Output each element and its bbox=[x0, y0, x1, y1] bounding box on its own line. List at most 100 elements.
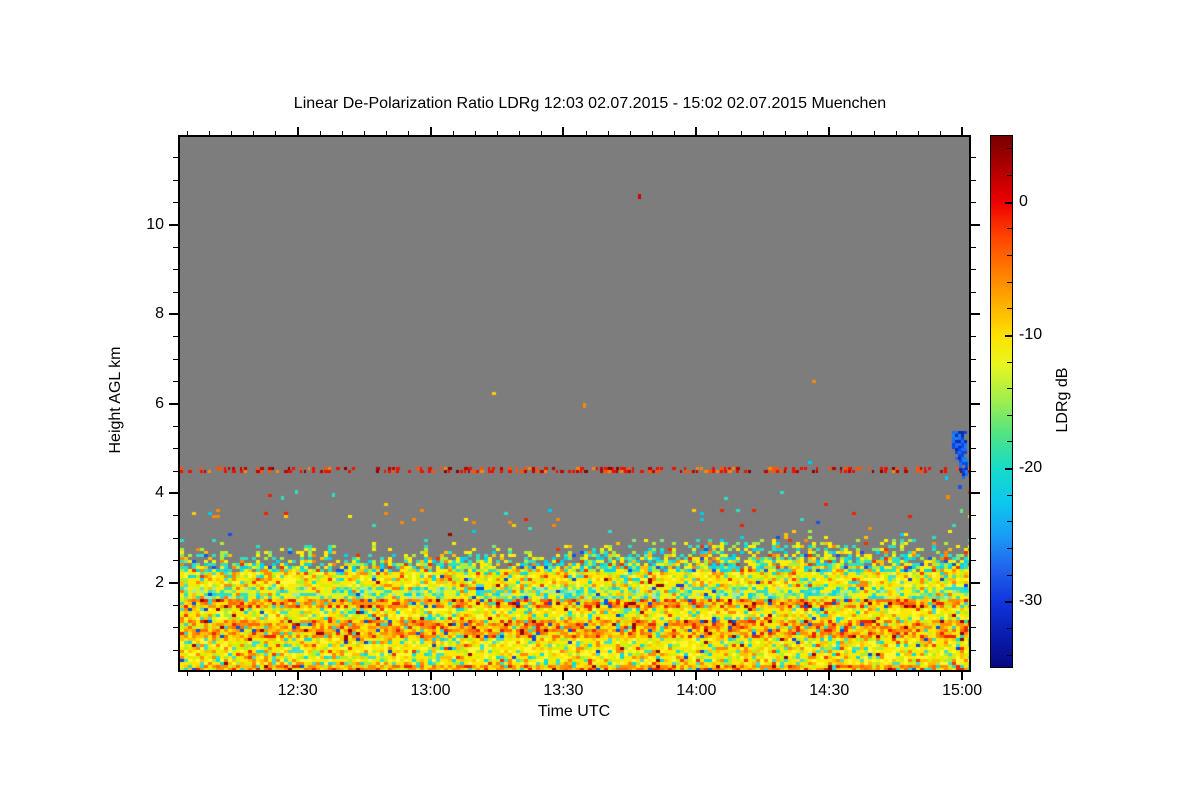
tick-mark bbox=[961, 672, 963, 680]
tick-mark bbox=[173, 336, 178, 337]
colorbar-tick-mark bbox=[1005, 202, 1012, 204]
tick-mark bbox=[187, 131, 188, 135]
tick-mark bbox=[430, 127, 432, 135]
tick-mark bbox=[785, 131, 786, 135]
heatmap-plot-area bbox=[178, 135, 971, 672]
colorbar-tick-mark bbox=[1007, 148, 1012, 149]
colorbar-title: LDRg dB bbox=[1054, 367, 1071, 433]
tick-mark bbox=[453, 672, 454, 676]
colorbar-tick-mark bbox=[1007, 362, 1012, 363]
tick-mark bbox=[342, 672, 343, 676]
colorbar-tick-label: -30 bbox=[1019, 592, 1043, 610]
tick-mark bbox=[173, 180, 178, 181]
tick-mark bbox=[173, 202, 178, 203]
tick-mark bbox=[971, 157, 976, 158]
tick-mark bbox=[874, 672, 875, 676]
tick-mark bbox=[971, 292, 976, 293]
tick-mark bbox=[971, 247, 976, 248]
tick-mark bbox=[519, 672, 520, 676]
x-tick-label: 13:30 bbox=[543, 682, 584, 699]
tick-mark bbox=[674, 131, 675, 135]
tick-mark bbox=[971, 403, 980, 405]
tick-mark bbox=[173, 359, 178, 360]
colorbar-tick-mark bbox=[1005, 335, 1012, 337]
tick-mark bbox=[173, 247, 178, 248]
colorbar-tick-mark bbox=[1007, 441, 1012, 442]
colorbar-tick-mark bbox=[1007, 575, 1012, 576]
tick-mark bbox=[475, 672, 476, 676]
tick-mark bbox=[253, 131, 254, 135]
tick-mark bbox=[741, 672, 742, 676]
tick-mark bbox=[828, 672, 830, 680]
tick-mark bbox=[971, 224, 980, 226]
colorbar-tick-mark bbox=[1007, 548, 1012, 549]
tick-mark bbox=[695, 672, 697, 680]
tick-mark bbox=[475, 131, 476, 135]
x-tick-label: 12:30 bbox=[277, 682, 318, 699]
tick-mark bbox=[275, 672, 276, 676]
tick-mark bbox=[169, 224, 178, 226]
colorbar-tick-mark bbox=[1007, 628, 1012, 629]
tick-mark bbox=[807, 672, 808, 676]
tick-mark bbox=[169, 582, 178, 584]
tick-mark bbox=[519, 131, 520, 135]
y-tick-label: 2 bbox=[155, 573, 164, 591]
tick-mark bbox=[386, 672, 387, 676]
tick-mark bbox=[674, 672, 675, 676]
tick-mark bbox=[971, 359, 976, 360]
tick-mark bbox=[169, 313, 178, 315]
tick-mark bbox=[275, 131, 276, 135]
colorbar-tick-mark bbox=[1007, 415, 1012, 416]
tick-mark bbox=[851, 131, 852, 135]
tick-mark bbox=[253, 672, 254, 676]
colorbar-tick-mark bbox=[1007, 255, 1012, 256]
tick-mark bbox=[971, 627, 976, 628]
tick-mark bbox=[630, 672, 631, 676]
tick-mark bbox=[430, 672, 432, 680]
tick-mark bbox=[453, 131, 454, 135]
tick-mark bbox=[971, 180, 976, 181]
tick-mark bbox=[173, 605, 178, 606]
tick-mark bbox=[231, 672, 232, 676]
x-tick-label: 15:00 bbox=[942, 682, 983, 699]
colorbar-tick-mark bbox=[1007, 175, 1012, 176]
tick-mark bbox=[297, 672, 299, 680]
colorbar-tick-mark bbox=[1005, 601, 1012, 603]
tick-mark bbox=[364, 672, 365, 676]
tick-mark bbox=[896, 131, 897, 135]
tick-mark bbox=[608, 672, 609, 676]
tick-mark bbox=[971, 515, 976, 516]
colorbar-tick-label: -20 bbox=[1019, 459, 1043, 477]
colorbar-tick-mark bbox=[1005, 468, 1012, 470]
tick-mark bbox=[209, 672, 210, 676]
tick-mark bbox=[586, 672, 587, 676]
tick-mark bbox=[971, 313, 980, 315]
tick-mark bbox=[231, 131, 232, 135]
tick-mark bbox=[408, 672, 409, 676]
tick-mark bbox=[971, 381, 976, 382]
tick-mark bbox=[173, 560, 178, 561]
tick-mark bbox=[173, 650, 178, 651]
tick-mark bbox=[763, 131, 764, 135]
y-tick-label: 8 bbox=[155, 305, 164, 322]
tick-mark bbox=[971, 560, 976, 561]
tick-mark bbox=[497, 131, 498, 135]
colorbar-tick-mark bbox=[1007, 655, 1012, 656]
tick-mark bbox=[940, 131, 941, 135]
tick-mark bbox=[541, 672, 542, 676]
colorbar-tick-label: -10 bbox=[1019, 325, 1043, 343]
tick-mark bbox=[297, 127, 299, 135]
tick-mark bbox=[971, 538, 976, 539]
tick-mark bbox=[961, 127, 963, 135]
tick-mark bbox=[173, 381, 178, 382]
tick-mark bbox=[173, 515, 178, 516]
tick-mark bbox=[652, 131, 653, 135]
tick-mark bbox=[718, 672, 719, 676]
colorbar-tick-mark bbox=[1007, 388, 1012, 389]
tick-mark bbox=[364, 131, 365, 135]
tick-mark bbox=[971, 605, 976, 606]
x-tick-label: 14:00 bbox=[676, 682, 717, 699]
colorbar-tick-mark bbox=[1007, 521, 1012, 522]
tick-mark bbox=[173, 269, 178, 270]
